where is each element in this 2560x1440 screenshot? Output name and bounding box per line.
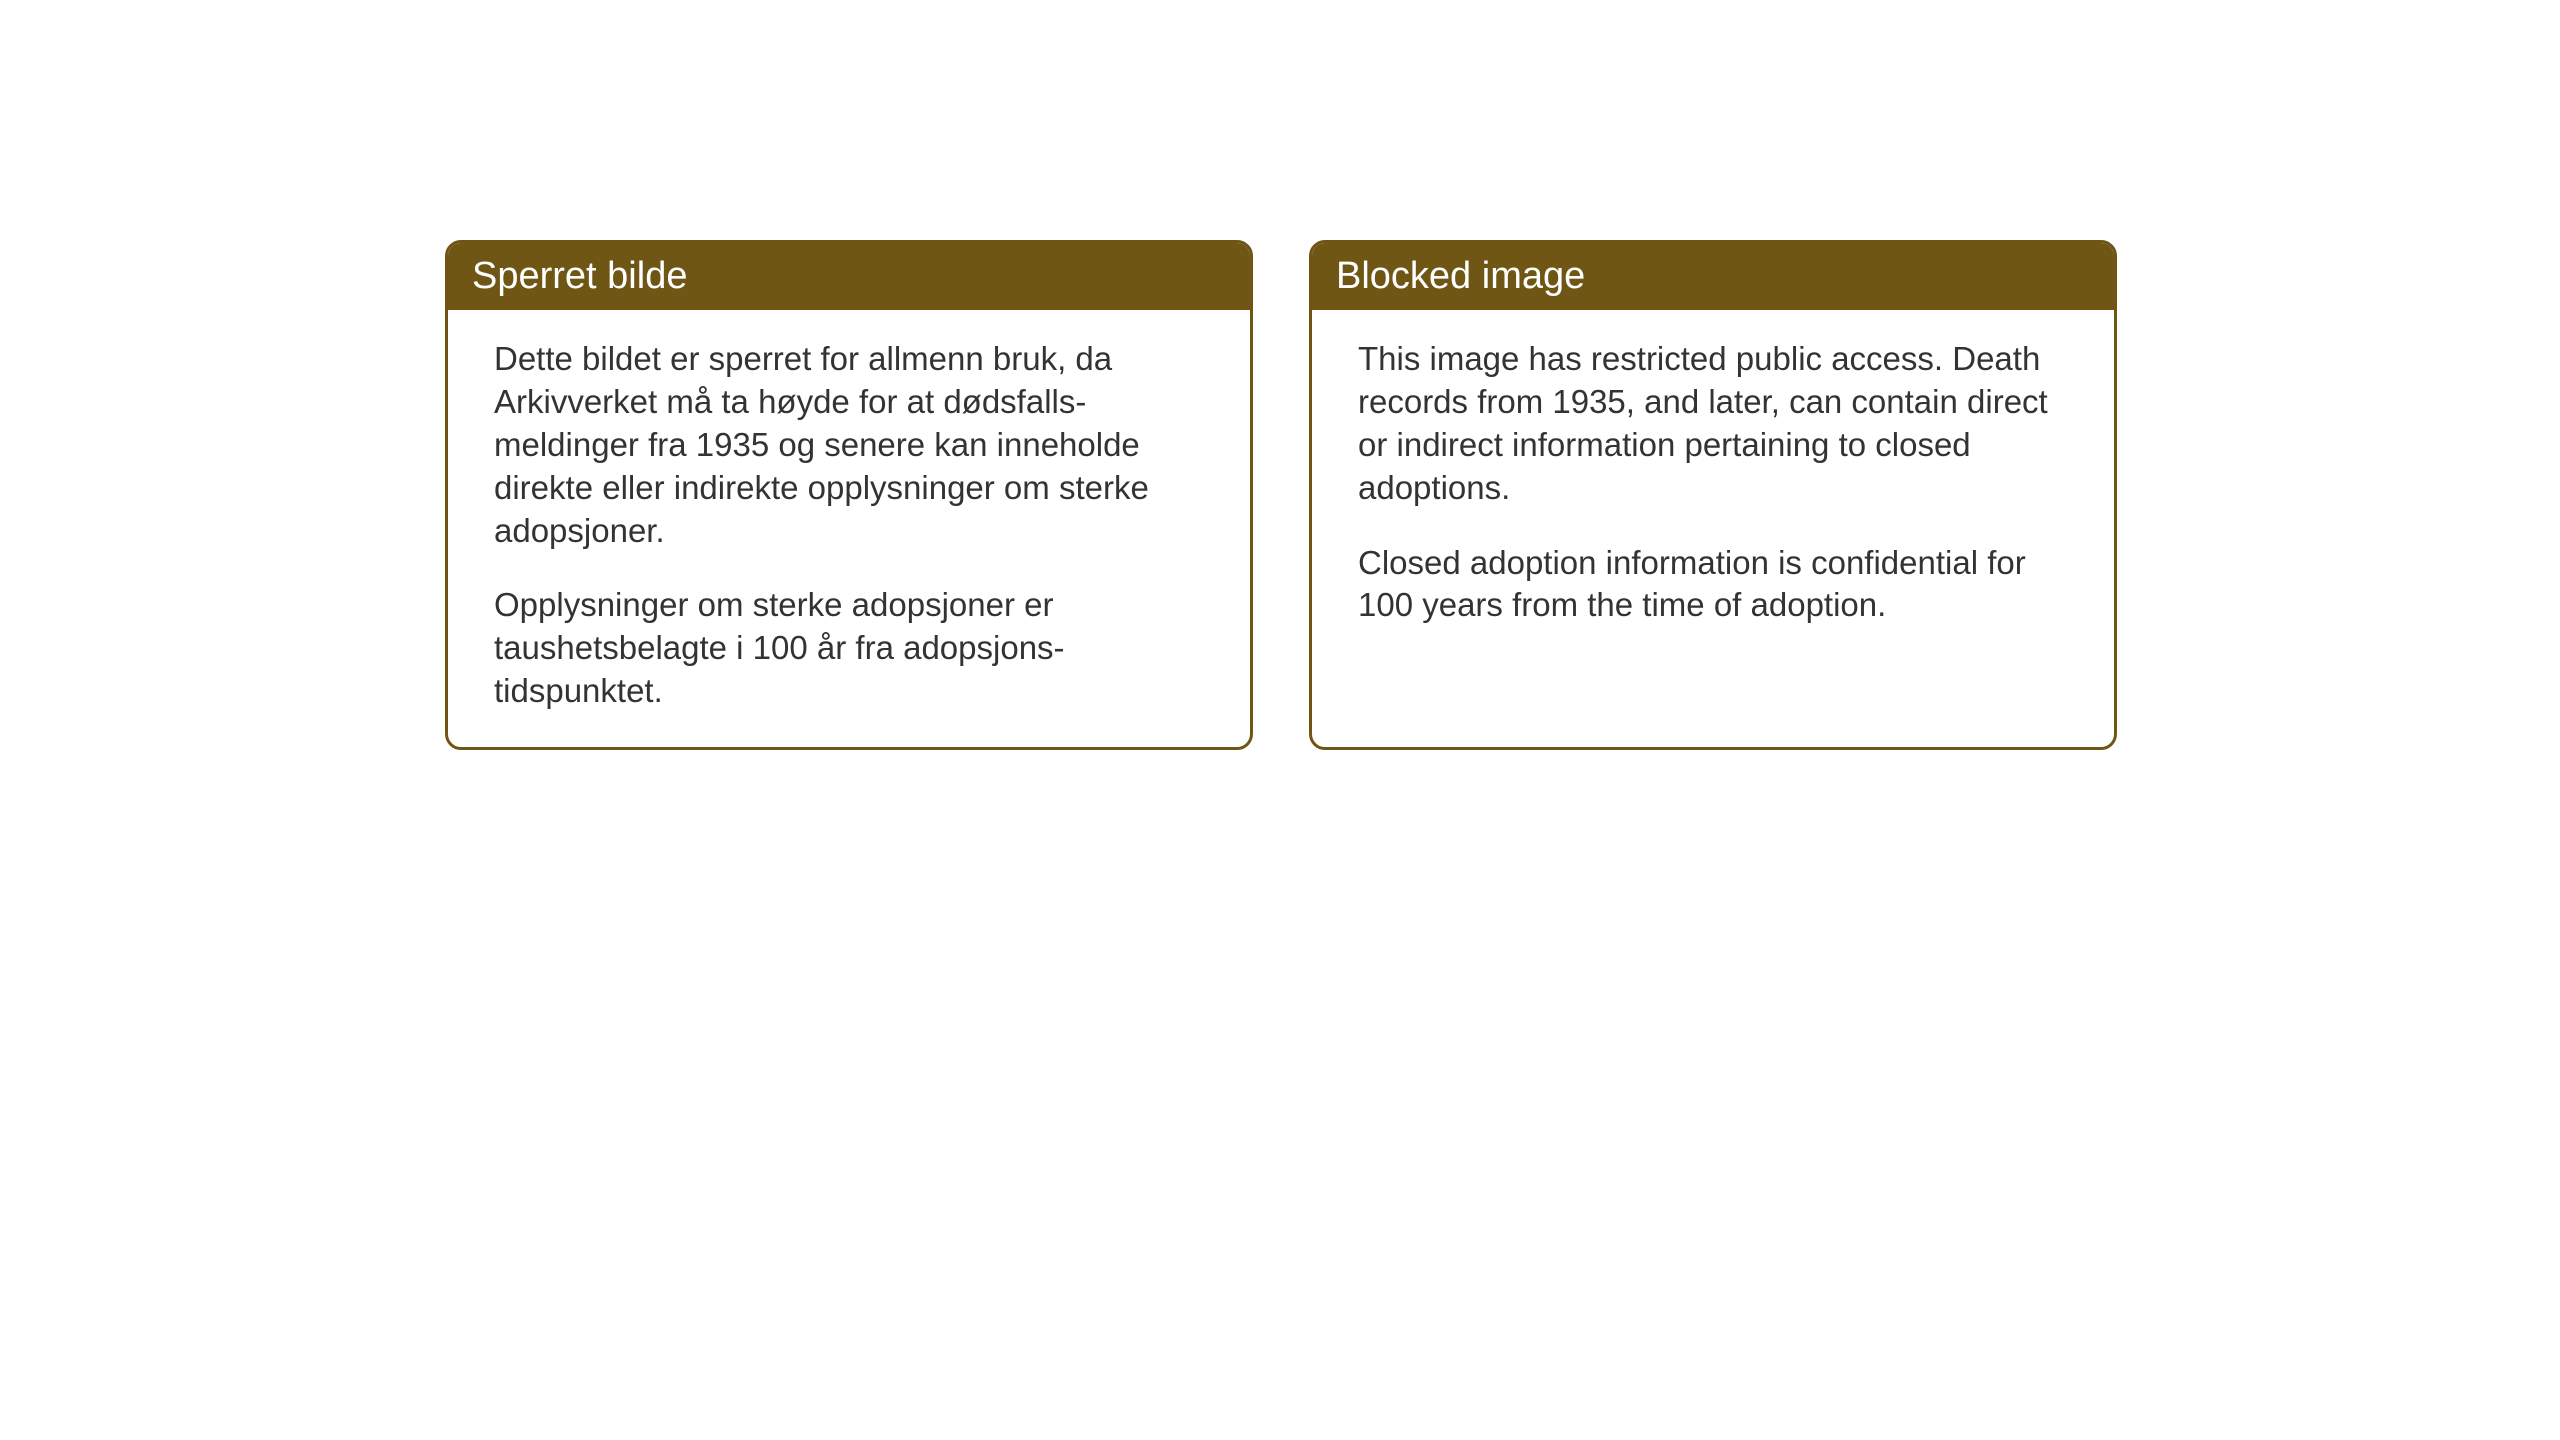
norwegian-card-title: Sperret bilde bbox=[472, 255, 687, 297]
notice-cards-container: Sperret bilde Dette bildet er sperret fo… bbox=[445, 240, 2560, 750]
english-card-body: This image has restricted public access.… bbox=[1312, 310, 2114, 727]
norwegian-paragraph-1: Dette bildet er sperret for allmenn bruk… bbox=[494, 338, 1204, 552]
english-card-title: Blocked image bbox=[1336, 255, 1585, 297]
english-paragraph-1: This image has restricted public access.… bbox=[1358, 338, 2068, 510]
norwegian-notice-card: Sperret bilde Dette bildet er sperret fo… bbox=[445, 240, 1253, 750]
norwegian-card-header: Sperret bilde bbox=[448, 243, 1250, 310]
norwegian-card-body: Dette bildet er sperret for allmenn bruk… bbox=[448, 310, 1250, 747]
english-card-header: Blocked image bbox=[1312, 243, 2114, 310]
english-notice-card: Blocked image This image has restricted … bbox=[1309, 240, 2117, 750]
norwegian-paragraph-2: Opplysninger om sterke adopsjoner er tau… bbox=[494, 584, 1204, 713]
english-paragraph-2: Closed adoption information is confident… bbox=[1358, 542, 2068, 628]
